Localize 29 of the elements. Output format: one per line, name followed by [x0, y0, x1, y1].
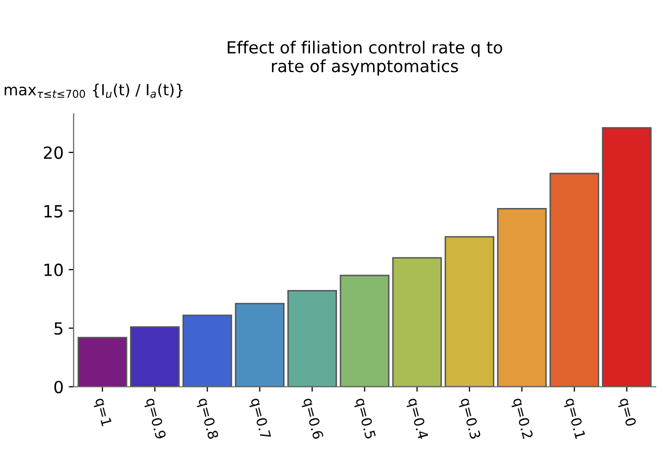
x-tick-label: q=0.5 — [352, 397, 376, 440]
bar — [182, 314, 232, 387]
bar — [392, 257, 442, 387]
bar — [130, 326, 180, 387]
bar — [234, 302, 285, 387]
y-tick-label: 20 — [44, 146, 63, 159]
x-tick-label: q=1 — [92, 397, 112, 428]
x-tick-label: q=0.3 — [458, 397, 481, 440]
bar — [602, 127, 652, 387]
bar — [287, 290, 337, 387]
x-tick-label: q=0.1 — [562, 397, 586, 440]
bar — [78, 336, 128, 387]
x-tick-label: q=0.9 — [143, 397, 166, 440]
x-tick-label: q=0.4 — [405, 397, 429, 440]
y-axis-title: max$_{τ≤t≤700}$ {I$_{u}$(t) / I$_{a}$(t)} — [4, 84, 183, 98]
x-tick-label: q=0.2 — [510, 397, 534, 440]
bar — [444, 236, 494, 387]
y-tick-label: 5 — [54, 322, 62, 335]
x-tick-label: q=0.6 — [300, 397, 324, 440]
bar — [340, 274, 390, 387]
chart-title: Effect of filiation control rate q to rate of asymptomatics — [228, 40, 502, 76]
bar — [550, 172, 600, 387]
x-tick-label: q=0.7 — [248, 397, 272, 440]
y-tick-label: 0 — [54, 380, 63, 394]
y-tick-label: 15 — [44, 205, 62, 218]
bar — [497, 208, 547, 387]
y-tick-label: 10 — [44, 264, 63, 276]
x-tick-label: q=0 — [616, 397, 637, 428]
x-tick-label: q=0.8 — [196, 397, 219, 440]
